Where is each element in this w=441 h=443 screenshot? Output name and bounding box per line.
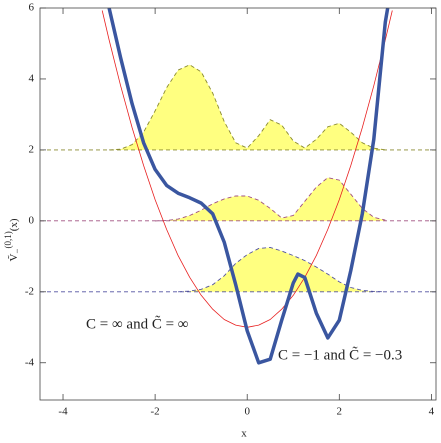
x-tick-label: 0	[244, 406, 250, 418]
x-tick-label: -4	[58, 406, 68, 418]
y-label-sub: −	[12, 249, 22, 254]
wavefunction-area	[155, 177, 386, 221]
x-tick-label: 2	[337, 406, 343, 418]
y-axis-label: Ṽ−(0,1)(x)	[3, 218, 22, 261]
wavefunction-outline	[155, 177, 386, 222]
y-tick-label: 2	[29, 143, 35, 155]
annotation: C = ∞ and C̃ = ∞	[86, 315, 188, 332]
plot-area	[40, 8, 436, 365]
x-tick-label: -2	[151, 406, 160, 418]
y-tick-label: -4	[25, 356, 35, 368]
y-tick-label: -2	[25, 285, 34, 297]
y-tick-label: 6	[29, 2, 35, 14]
y-tick-label: 0	[29, 214, 35, 226]
y-label-base: Ṽ	[8, 254, 20, 262]
wavefunction-outline	[178, 247, 386, 293]
y-label-sup: (0,1)	[3, 231, 13, 248]
x-tick-label: 4	[429, 406, 435, 418]
potential-curve	[107, 8, 390, 365]
annotation: C = −1 and C̃ = −0.3	[278, 346, 402, 363]
wavefunction-outline	[109, 64, 386, 151]
frame	[39, 7, 437, 401]
y-label-arg: (x)	[8, 218, 20, 231]
wavefunction-area	[109, 64, 386, 150]
wavefunction-area	[178, 247, 386, 292]
x-axis-label: x	[241, 428, 247, 440]
y-tick-label: 4	[29, 72, 35, 84]
